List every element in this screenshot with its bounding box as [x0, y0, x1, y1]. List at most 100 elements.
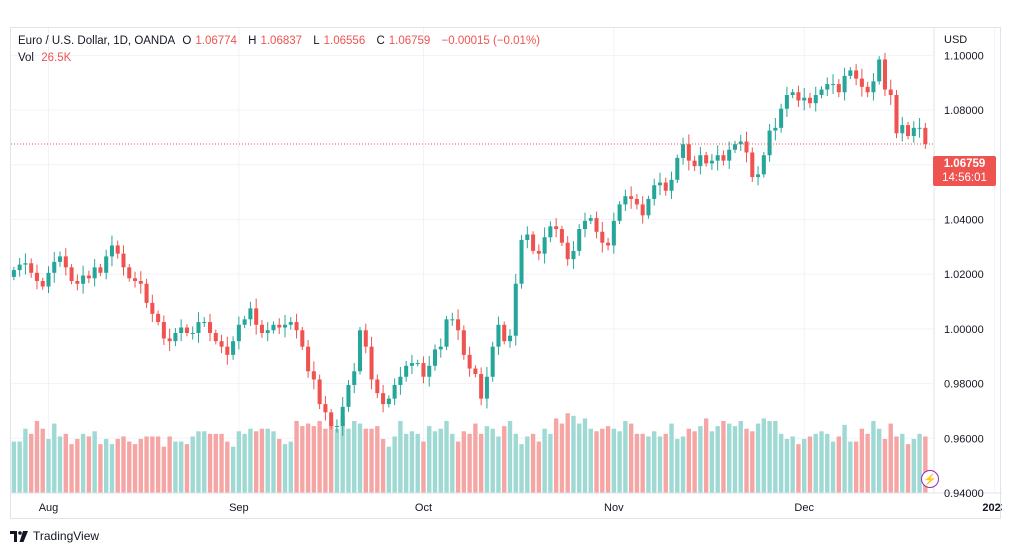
candle-body — [23, 263, 28, 265]
candle-body — [363, 330, 368, 347]
volume-bar — [259, 428, 265, 493]
candle-body — [721, 155, 726, 161]
low-value: 1.06556 — [323, 35, 366, 47]
candle-body — [156, 313, 161, 323]
candle-body — [917, 127, 922, 129]
candlestick-chart[interactable]: 1.100001.080001.060001.040001.020001.000… — [11, 28, 1002, 520]
change-value: −0.00015 (−0.01%) — [441, 35, 540, 47]
volume-bar — [721, 421, 726, 493]
candle-body — [208, 322, 213, 333]
volume-bar — [173, 441, 178, 493]
candle-body — [479, 374, 484, 399]
candle-body — [300, 330, 305, 347]
low-label: L 1.06556 — [313, 35, 366, 47]
volume-label[interactable]: Vol — [18, 52, 34, 64]
tradingview-watermark[interactable]: TradingView — [10, 529, 99, 543]
candle-body — [796, 92, 801, 101]
candle-body — [127, 267, 132, 279]
volume-bar — [842, 424, 847, 493]
volume-bar — [709, 431, 715, 493]
volume-bar — [271, 431, 276, 493]
candle-body — [456, 319, 461, 331]
volume-bar — [888, 423, 893, 493]
lightning-icon[interactable]: ⚡ — [921, 470, 939, 488]
volume-bar — [836, 436, 842, 493]
candle-body — [69, 267, 74, 282]
candle-body — [254, 308, 259, 325]
candle-body — [882, 59, 887, 90]
volume-bar — [738, 421, 743, 493]
volume-bar — [409, 431, 415, 493]
volume-bar — [242, 433, 247, 493]
candle-body — [86, 275, 91, 279]
candle-body — [392, 384, 397, 399]
volume-bar — [778, 433, 784, 493]
candle-body — [317, 379, 322, 405]
volume-bar — [75, 439, 80, 493]
volume-bar — [392, 436, 397, 493]
volume-bar — [92, 431, 97, 493]
chart-frame[interactable]: 1.100001.080001.060001.040001.020001.000… — [10, 27, 1002, 520]
candle-body — [450, 319, 455, 321]
candle-body — [52, 261, 57, 273]
volume-bar — [628, 423, 634, 493]
volume-bar — [202, 431, 207, 493]
time-tick-label: Oct — [415, 502, 432, 514]
volume-bar — [57, 436, 63, 493]
volume-bar — [455, 441, 461, 493]
candle-body — [611, 220, 616, 246]
volume-bar — [484, 426, 490, 493]
volume-bar — [865, 433, 870, 493]
volume-bar — [530, 433, 536, 493]
volume-bar — [617, 431, 622, 493]
volume-bar — [478, 433, 484, 493]
candle-body — [17, 264, 22, 271]
volume-bar — [375, 426, 380, 493]
candle-body — [467, 354, 472, 369]
volume-bar — [490, 428, 495, 493]
symbol-title[interactable]: Euro / U.S. Dollar, 1D, OANDA — [18, 35, 176, 47]
volume-bar — [178, 441, 184, 493]
price-axis: 1.100001.080001.060001.040001.020001.000… — [944, 50, 984, 500]
volume-bar — [219, 433, 224, 493]
volume-bar — [311, 426, 317, 493]
candle-body — [329, 412, 334, 426]
currency-label[interactable]: USD — [944, 34, 968, 46]
candle-body — [594, 218, 599, 232]
candle-body — [657, 182, 663, 186]
candle-body — [184, 327, 189, 333]
volume-bar — [213, 433, 218, 493]
volume-bar — [11, 441, 17, 493]
candle-body — [81, 275, 86, 284]
grid-layer — [11, 28, 996, 494]
volume-bar — [190, 436, 195, 493]
candle-body — [542, 237, 547, 254]
candle-body — [63, 256, 68, 268]
volume-bar — [277, 439, 282, 493]
volume-bar — [605, 426, 611, 493]
volume-bar — [288, 441, 293, 493]
candle-body — [409, 363, 414, 366]
volume-bar — [496, 436, 501, 493]
candle-body — [761, 155, 766, 175]
volume-bar — [317, 421, 322, 493]
candle-body — [732, 144, 737, 150]
volume-bar — [548, 433, 553, 493]
candle-body — [813, 95, 818, 104]
candle-body — [646, 198, 651, 216]
time-tick-label: Sep — [229, 502, 249, 514]
candle-body — [461, 330, 466, 355]
candle-body — [692, 160, 697, 167]
candle-body — [750, 152, 755, 178]
candle-body — [888, 89, 893, 96]
candle-body — [582, 220, 588, 230]
candle-body — [46, 272, 51, 287]
volume-bar — [46, 439, 51, 493]
open-value: 1.06774 — [195, 35, 237, 47]
ohlc-legend: Euro / U.S. Dollar, 1D, OANDA O 1.06774 H… — [18, 35, 544, 47]
candle-body — [438, 346, 443, 350]
volume-bar — [588, 428, 593, 493]
volume-value: 26.5K — [41, 52, 72, 64]
volume-bar — [675, 439, 680, 493]
volume-bar — [640, 433, 645, 493]
